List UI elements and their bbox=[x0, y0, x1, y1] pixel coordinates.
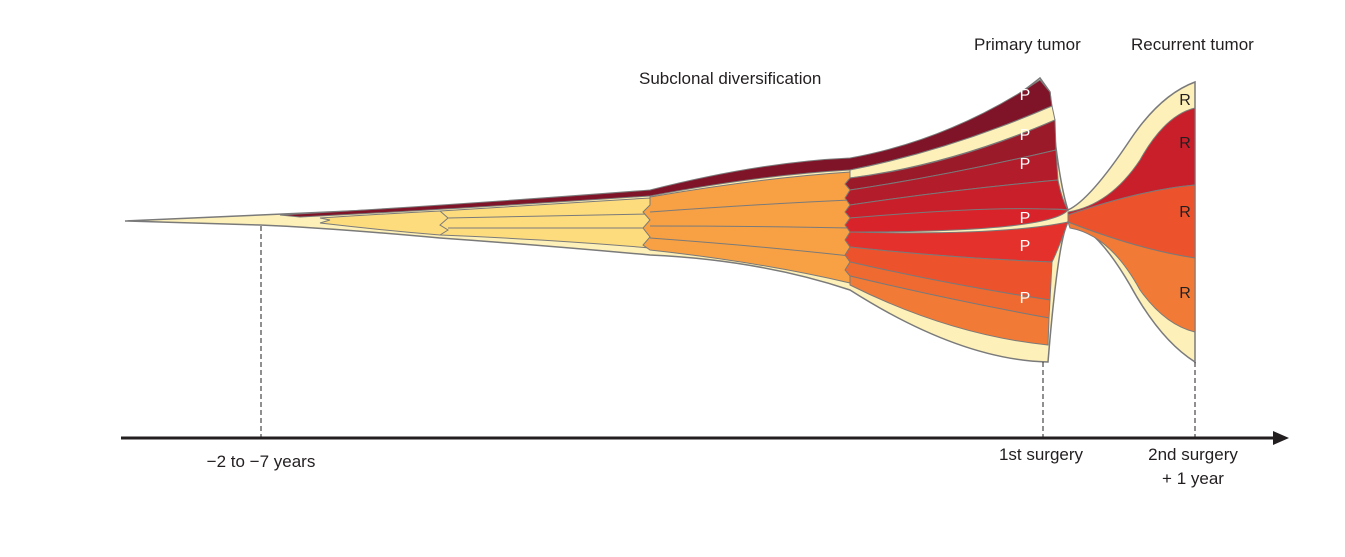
red-subclone-4 bbox=[844, 208, 1069, 233]
primary-clone-marker: P bbox=[1019, 290, 1031, 307]
tick-label-second-surgery-offset: + 1 year bbox=[1162, 469, 1224, 488]
tick-label-early: −2 to −7 years bbox=[206, 452, 316, 471]
orange-dark-subclone-2 bbox=[849, 275, 1050, 346]
primary-tumor-label: Primary tumor bbox=[974, 35, 1081, 54]
recurrent-clone-marker: R bbox=[1179, 92, 1191, 109]
recurrent-clone-marker: R bbox=[1179, 135, 1191, 152]
recurrent-tumor-label: Recurrent tumor bbox=[1131, 35, 1254, 54]
subclonal-diversification-label: Subclonal diversification bbox=[639, 69, 822, 88]
tick-label-second-surgery: 2nd surgery bbox=[1148, 445, 1238, 464]
tick-label-first-surgery: 1st surgery bbox=[998, 445, 1084, 464]
recurrent-clone-marker: R bbox=[1179, 285, 1191, 302]
primary-clone-marker: P bbox=[1019, 127, 1031, 144]
recurrent-clone-orange bbox=[1067, 221, 1196, 333]
primary-clone-marker: P bbox=[1019, 156, 1031, 173]
time-axis-arrowhead bbox=[1273, 431, 1289, 445]
primary-clone-marker: P bbox=[1019, 238, 1031, 255]
primary-clone-marker: P bbox=[1019, 210, 1031, 227]
recurrent-clone-marker: R bbox=[1179, 204, 1191, 221]
primary-clone-marker: P bbox=[1019, 87, 1031, 104]
orange-subclone-band bbox=[642, 171, 851, 284]
maroon-clone-band bbox=[279, 79, 1053, 218]
